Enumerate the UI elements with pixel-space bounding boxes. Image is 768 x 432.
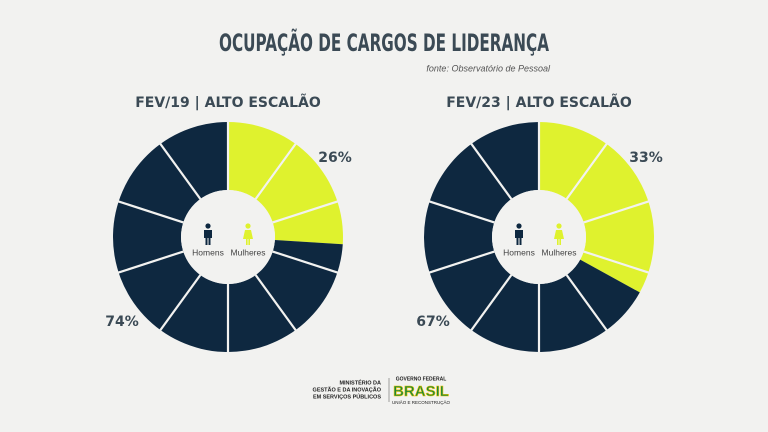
- segment-divider: [428, 200, 495, 224]
- slogan: UNIÃO E RECONSTRUÇÃO: [392, 399, 451, 405]
- segment-divider: [565, 142, 609, 200]
- segment-divider: [272, 200, 339, 224]
- brand: BRASIL: [393, 383, 449, 400]
- donut-segment: [112, 122, 343, 353]
- donut-segment: [228, 122, 343, 245]
- legend-label: Mulheres: [231, 247, 266, 257]
- segment-divider: [117, 250, 184, 274]
- donut-segment: [539, 122, 654, 293]
- donut-hole: [492, 190, 586, 284]
- segment-divider: [158, 274, 202, 332]
- ministry-line: MINISTÉRIO DA: [339, 378, 381, 386]
- legend-label: Mulheres: [542, 247, 577, 257]
- segment-divider: [469, 274, 513, 332]
- segment-divider: [254, 274, 298, 332]
- segment-divider: [469, 142, 513, 200]
- icon-body: [554, 230, 564, 245]
- icon-body: [204, 230, 212, 245]
- source: fonte: Observatório de Pessoal: [426, 63, 551, 73]
- ministry-line: EM SERVIÇOS PÚBLICOS: [313, 393, 381, 400]
- icon-head: [205, 223, 211, 229]
- icon-body: [243, 230, 253, 245]
- value-label: 33%: [629, 150, 663, 166]
- icon-head: [556, 223, 562, 229]
- ministry-line: GESTÃO E DA INOVAÇÃO: [313, 386, 382, 393]
- segment-divider: [583, 250, 650, 274]
- donut-hole: [181, 190, 275, 284]
- segment-divider: [583, 200, 650, 224]
- donut: [423, 121, 654, 353]
- page-title: OCUPAÇÃO DE CARGOS DE LIDERANÇA: [219, 28, 549, 57]
- segment-divider: [158, 142, 202, 200]
- segment-divider: [117, 200, 184, 224]
- value-label: 74%: [105, 314, 139, 330]
- legend-label: Homens: [503, 247, 535, 257]
- icon-head: [245, 223, 251, 229]
- value-label: 67%: [416, 314, 450, 330]
- footer: MINISTÉRIO DA GESTÃO E DA INOVAÇÃO EM SE…: [313, 376, 451, 405]
- donut-segment: [423, 122, 640, 353]
- chart-title: FEV/23 | ALTO ESCALÃO: [446, 94, 632, 111]
- chart-title: FEV/19 | ALTO ESCALÃO: [135, 94, 321, 111]
- government: GOVERNO FEDERAL: [396, 376, 447, 382]
- icon-body: [515, 230, 523, 245]
- segment-divider: [272, 250, 339, 274]
- icon-head: [516, 223, 522, 229]
- value-label: 26%: [318, 150, 352, 166]
- legend-label: Homens: [192, 247, 224, 257]
- segment-divider: [565, 274, 609, 332]
- donut: [112, 121, 343, 353]
- segment-divider: [254, 142, 298, 200]
- segment-divider: [428, 250, 495, 274]
